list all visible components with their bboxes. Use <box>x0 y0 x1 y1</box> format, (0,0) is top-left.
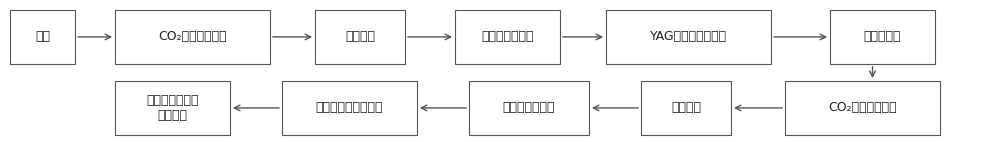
FancyBboxPatch shape <box>469 81 589 135</box>
FancyBboxPatch shape <box>315 10 405 64</box>
Text: 布线: 布线 <box>35 30 50 43</box>
Text: 接地片处理: 接地片处理 <box>864 30 901 43</box>
FancyBboxPatch shape <box>830 10 935 64</box>
FancyBboxPatch shape <box>641 81 731 135</box>
FancyBboxPatch shape <box>785 81 940 135</box>
FancyBboxPatch shape <box>282 81 417 135</box>
FancyBboxPatch shape <box>455 10 560 64</box>
Text: YAG激光加工接地片: YAG激光加工接地片 <box>650 30 727 43</box>
Text: 内被处理: 内被处理 <box>671 101 701 114</box>
Text: 编织焊接地铜片: 编织焊接地铜片 <box>481 30 534 43</box>
FancyBboxPatch shape <box>115 10 270 64</box>
Text: CO₂激光外被加工: CO₂激光外被加工 <box>158 30 227 43</box>
Text: 内导体与连接器焊接: 内导体与连接器焊接 <box>316 101 383 114</box>
FancyBboxPatch shape <box>10 10 75 64</box>
FancyBboxPatch shape <box>115 81 230 135</box>
Text: 外被处理: 外被处理 <box>345 30 375 43</box>
Text: 接地片与连接器
接地焊接: 接地片与连接器 接地焊接 <box>146 94 199 122</box>
Text: CO₂激光内被加工: CO₂激光内被加工 <box>828 101 897 114</box>
FancyBboxPatch shape <box>606 10 771 64</box>
Text: 内导体沾锡切断: 内导体沾锡切断 <box>503 101 555 114</box>
